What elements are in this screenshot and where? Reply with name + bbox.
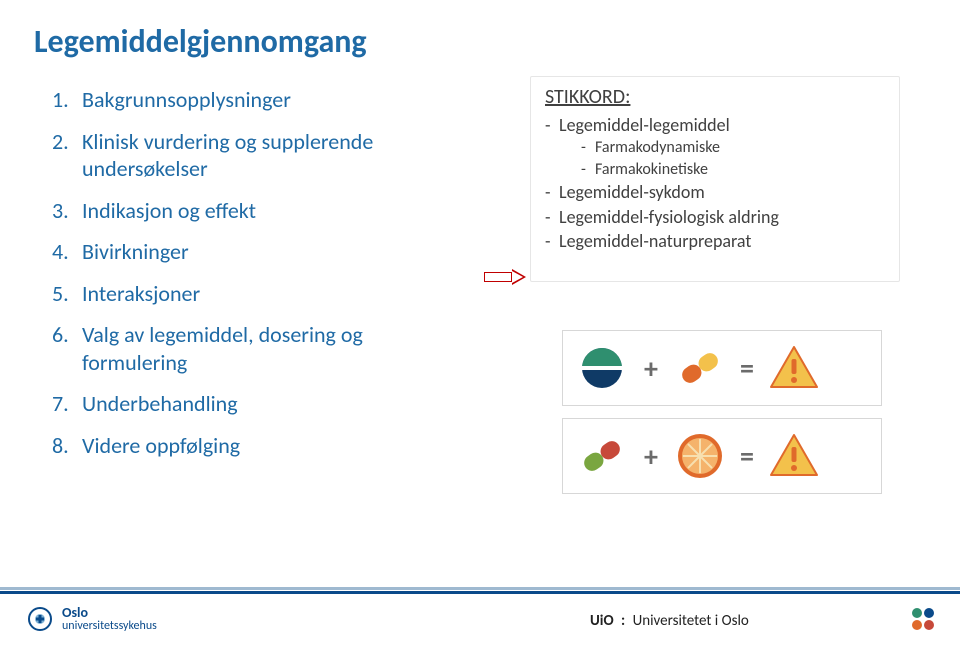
dots-icon	[908, 604, 938, 634]
list-item-text: Klinisk vurdering og supplerende undersø…	[82, 128, 452, 183]
list-item-number: 3.	[52, 197, 82, 225]
equation-row: +=	[562, 418, 882, 494]
list-item-number: 7.	[52, 390, 82, 418]
list-item: 7.Underbehandling	[52, 390, 452, 418]
list-item-text: Bivirkninger	[82, 238, 452, 266]
bullet-item: Legemiddel-legemiddelFarmakodynamiskeFar…	[545, 113, 885, 180]
stikkord-box: STIKKORD: Legemiddel-legemiddelFarmakody…	[530, 76, 900, 282]
sub-bullets: FarmakodynamiskeFarmakokinetiske	[581, 137, 885, 180]
equation-icon	[673, 341, 727, 395]
list-item-number: 4.	[52, 238, 82, 266]
uio-prefix: UiO	[590, 612, 614, 630]
sub-bullet-item: Farmakodynamiske	[581, 137, 885, 159]
page-title: Legemiddelgjennomgang	[34, 22, 367, 61]
numbered-list: 1.Bakgrunnsopplysninger2.Klinisk vurderi…	[52, 86, 452, 473]
equals-operator: =	[737, 351, 757, 386]
sub-bullet-item: Farmakokinetiske	[581, 159, 885, 181]
footer: Oslo universitetssykehus UiO : Universit…	[0, 586, 960, 646]
equation-icon	[575, 341, 629, 395]
uio-text: Universitetet i Oslo	[633, 612, 749, 630]
stikkord-bullets: Legemiddel-legemiddelFarmakodynamiskeFar…	[545, 113, 885, 253]
hospital-icon	[26, 605, 54, 633]
logo-oslo-sykehus: Oslo universitetssykehus	[26, 602, 157, 636]
list-item-text: Valg av legemiddel, dosering og formuler…	[82, 321, 452, 376]
list-item-text: Bakgrunnsopplysninger	[82, 86, 452, 114]
list-item-text: Interaksjoner	[82, 280, 452, 308]
bullet-item: Legemiddel-naturpreparat	[545, 229, 885, 253]
logo-left-name: Oslo	[62, 606, 157, 620]
list-item-text: Indikasjon og effekt	[82, 197, 452, 225]
logo-left-sub: universitetssykehus	[62, 620, 157, 632]
footer-bar-dark	[0, 591, 960, 594]
bullet-item: Legemiddel-sykdom	[545, 180, 885, 204]
infographic: +=+=	[562, 330, 882, 506]
equals-operator: =	[737, 439, 757, 474]
list-item: 3.Indikasjon og effekt	[52, 197, 452, 225]
equation-icon	[673, 429, 727, 483]
logo-uio: UiO : Universitetet i Oslo	[590, 612, 749, 630]
list-item-number: 5.	[52, 280, 82, 308]
plus-operator: +	[639, 439, 663, 474]
list-item-text: Videre oppfølging	[82, 432, 452, 460]
list-item: 5.Interaksjoner	[52, 280, 452, 308]
list-item: 1.Bakgrunnsopplysninger	[52, 86, 452, 114]
list-item-number: 1.	[52, 86, 82, 114]
equation-row: +=	[562, 330, 882, 406]
list-item-number: 6.	[52, 321, 82, 376]
list-item: 6.Valg av legemiddel, dosering og formul…	[52, 321, 452, 376]
list-item: 2.Klinisk vurdering og supplerende under…	[52, 128, 452, 183]
list-item: 4.Bivirkninger	[52, 238, 452, 266]
bullet-item: Legemiddel-fysiologisk aldring	[545, 205, 885, 229]
uio-separator: :	[621, 612, 625, 630]
stikkord-title: STIKKORD:	[545, 85, 885, 109]
list-item: 8.Videre oppfølging	[52, 432, 452, 460]
list-item-number: 2.	[52, 128, 82, 183]
arrow-icon	[484, 270, 528, 284]
list-item-number: 8.	[52, 432, 82, 460]
list-item-text: Underbehandling	[82, 390, 452, 418]
warning-icon	[767, 341, 821, 395]
warning-icon	[767, 429, 821, 483]
plus-operator: +	[639, 351, 663, 386]
equation-icon	[575, 429, 629, 483]
footer-bar-light	[0, 587, 960, 590]
slide: Legemiddelgjennomgang 1.Bakgrunnsopplysn…	[0, 0, 960, 646]
